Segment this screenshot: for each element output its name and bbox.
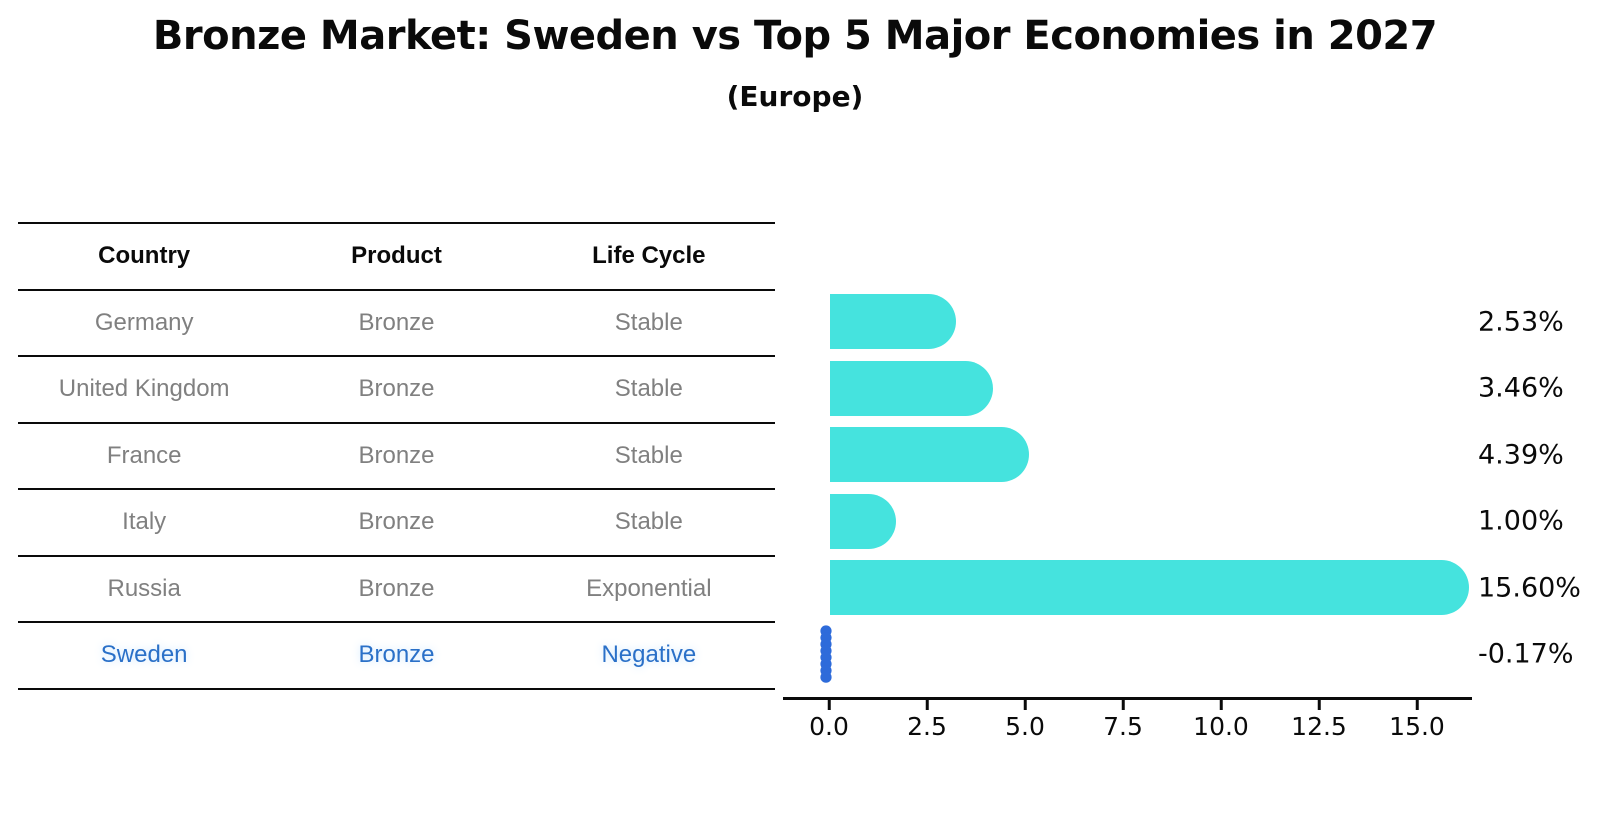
bar-united-kingdom (830, 360, 993, 416)
cell-product: Bronze (358, 441, 435, 469)
x-axis-line (783, 697, 1472, 700)
cell-product: Bronze (358, 574, 435, 602)
cell-product: Bronze (358, 508, 435, 536)
cell-product: Bronze (358, 641, 435, 669)
x-tick-mark (827, 699, 831, 710)
col-header-life-cycle: Life Cycle (592, 242, 706, 270)
cell-life-cycle: Exponential (586, 574, 712, 602)
x-tick-mark (1023, 699, 1027, 710)
bar-italy (830, 493, 897, 549)
cell-life-cycle: Stable (614, 308, 683, 336)
x-tick-label: 7.5 (1103, 712, 1143, 741)
cell-life-cycle: Negative (601, 641, 697, 669)
x-tick-mark (1415, 699, 1419, 710)
col-header-country: Country (98, 242, 191, 270)
cell-product: Bronze (358, 308, 435, 336)
cell-life-cycle: Stable (614, 508, 683, 536)
cell-country: United Kingdom (58, 375, 230, 403)
table-row-germany: Germany Bronze Stable (18, 291, 775, 357)
cell-country: Sweden (100, 641, 188, 669)
value-label-united-kingdom: 3.46% (1478, 372, 1564, 404)
x-tick-label: 0.0 (809, 712, 849, 741)
value-label-russia: 15.60% (1478, 572, 1581, 603)
cell-life-cycle: Stable (614, 375, 683, 403)
table-row-italy: Italy Bronze Stable (18, 490, 775, 557)
value-label-italy: 1.00% (1478, 505, 1564, 537)
cell-life-cycle: Stable (614, 441, 683, 469)
value-label-sweden: -0.17% (1478, 638, 1574, 670)
table-header-row: Country Product Life Cycle (18, 224, 775, 291)
bar-germany (830, 294, 957, 349)
table-body: Germany Bronze Stable United Kingdom Bronze S… (18, 291, 775, 690)
bar-france (830, 427, 1030, 482)
x-tick-label: 2.5 (907, 712, 947, 741)
table-row-united-kingdom: United Kingdom Bronze Stable (18, 357, 775, 424)
col-header-product: Product (351, 242, 442, 270)
table-row-russia: Russia Bronze Exponential (18, 557, 775, 623)
country-table: Country Product Life Cycle Germany Bronze… (18, 222, 775, 690)
cell-country: France (106, 441, 182, 469)
x-tick-label: 15.0 (1389, 712, 1445, 741)
x-tick-label: 12.5 (1291, 712, 1347, 741)
value-label-france: 4.39% (1478, 439, 1564, 470)
x-tick-mark (1317, 699, 1321, 710)
cell-country: Germany (94, 308, 194, 336)
squiggle-bar-shape (820, 625, 832, 683)
x-tick-mark (925, 699, 929, 710)
value-label-germany: 2.53% (1478, 306, 1564, 337)
chart-subtitle: (Europe) (726, 80, 864, 113)
x-tick-mark (1219, 699, 1223, 710)
bar-sweden-negative (818, 625, 834, 689)
bar-russia (830, 560, 1469, 615)
cell-country: Russia (107, 574, 181, 602)
cell-country: Italy (122, 508, 167, 536)
x-tick-label: 5.0 (1005, 712, 1045, 741)
cell-product: Bronze (358, 375, 435, 403)
x-tick-mark (1121, 699, 1125, 710)
chart-title: Bronze Market: Sweden vs Top 5 Major Eco… (152, 13, 1438, 59)
x-tick-label: 10.0 (1193, 712, 1249, 741)
table-row-france: France Bronze Stable (18, 424, 775, 490)
table-row-sweden: Sweden Bronze Negative (18, 623, 775, 690)
